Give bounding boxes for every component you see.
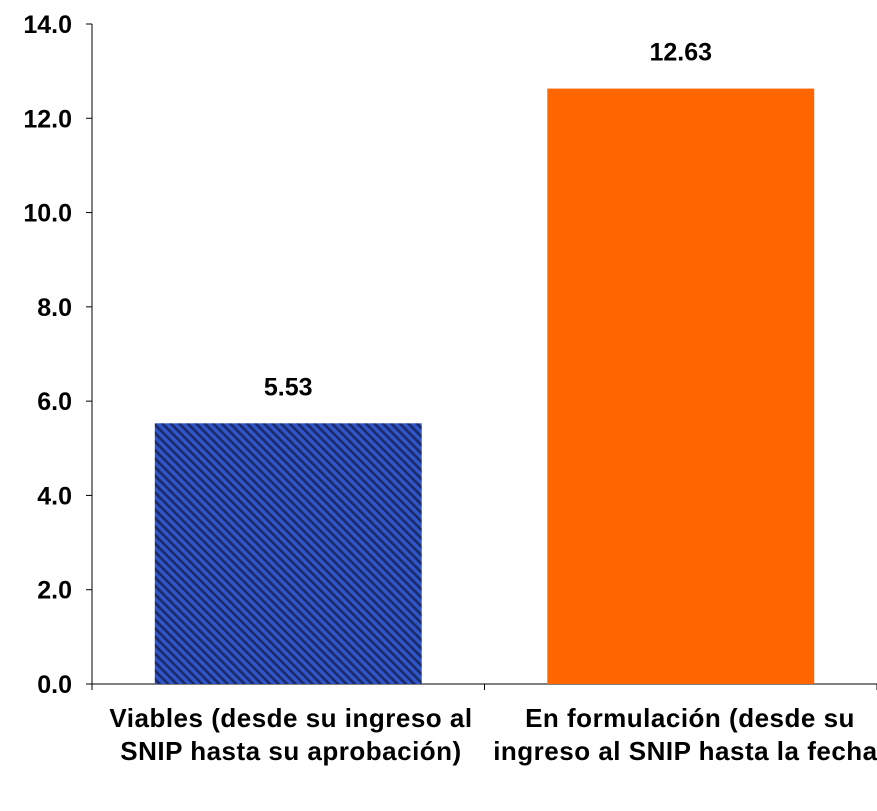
bars [154, 88, 815, 685]
category-label-en-formulacion: En formulación (desde su ingreso al SNIP… [493, 703, 877, 766]
y-tick-label: 10.0 [23, 200, 72, 228]
bar [154, 423, 422, 684]
bar [547, 88, 815, 685]
y-tick-label: 6.0 [37, 388, 72, 416]
bar-value-label: 12.63 [649, 39, 712, 67]
y-tick-label: 0.0 [37, 671, 72, 699]
y-tick-label: 12.0 [23, 105, 72, 133]
bar-value-label: 5.53 [264, 373, 313, 401]
y-tick-label: 14.0 [23, 11, 72, 39]
value-labels: 5.53 12.63 [264, 39, 712, 402]
category-label-viables: Viables (desde su ingreso al SNIP hasta … [109, 703, 473, 766]
y-tick-label: 2.0 [37, 577, 72, 605]
y-tick-labels: 0.0 2.0 4.0 6.0 8.0 10.0 12.0 14.0 [23, 11, 72, 699]
y-tick-label: 8.0 [37, 294, 72, 322]
y-tick-label: 4.0 [37, 482, 72, 510]
